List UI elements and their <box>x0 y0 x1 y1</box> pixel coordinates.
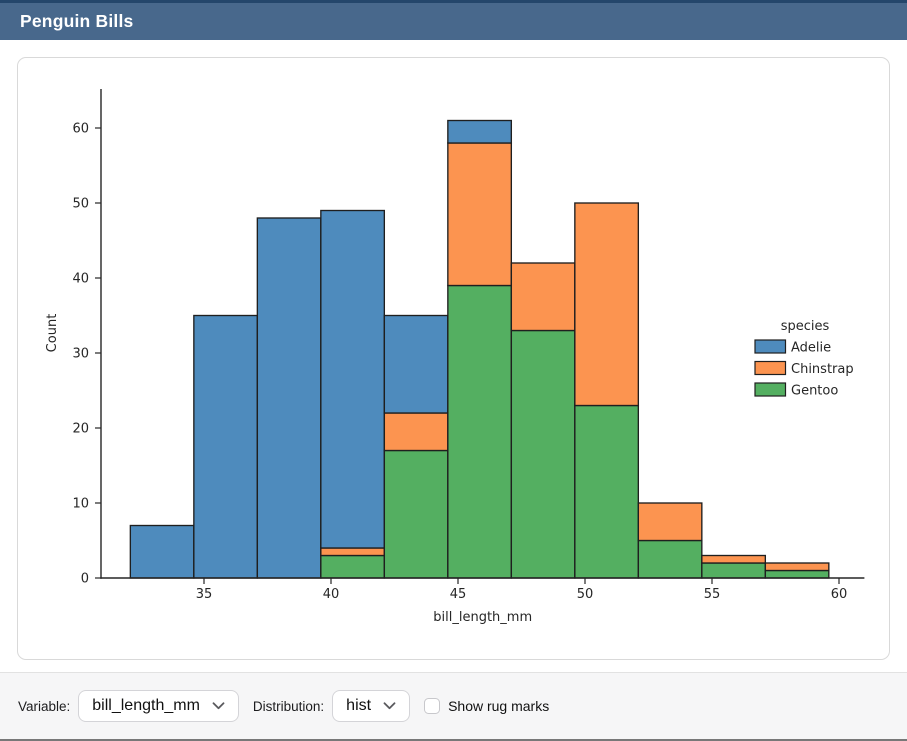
histogram-bar-gentoo <box>383 449 449 579</box>
distribution-select[interactable]: hist <box>332 690 411 722</box>
x-tick-label: 35 <box>196 587 213 602</box>
variable-select[interactable]: bill_length_mm <box>78 690 239 722</box>
legend-label-gentoo: Gentoo <box>791 384 838 399</box>
y-tick-label: 50 <box>72 197 89 212</box>
histogram-bar-adelie <box>447 119 513 144</box>
y-tick-label: 20 <box>72 422 89 437</box>
histogram-bar-chinstrap <box>637 502 703 542</box>
histogram-bar-gentoo <box>574 404 640 579</box>
rug-checkbox[interactable] <box>424 698 441 714</box>
variable-label: Variable: <box>18 698 71 714</box>
rug-checkbox-label[interactable]: Show rug marks <box>448 698 550 714</box>
main-content: 35 40 45 50 55 60 0 10 20 30 40 50 60 bill_length_mm C… <box>0 40 907 672</box>
x-tick-label: 55 <box>704 587 721 602</box>
distribution-label: Distribution: <box>252 698 325 714</box>
histogram-bar-chinstrap <box>701 554 767 564</box>
histogram-bar-gentoo <box>510 329 576 579</box>
histogram-bar-adelie <box>193 314 259 579</box>
chart-card: 35 40 45 50 55 60 0 10 20 30 40 50 60 bill_length_mm C… <box>17 57 890 660</box>
y-tick-label: 60 <box>72 122 89 137</box>
legend-swatch-gentoo <box>754 382 787 397</box>
histogram-bar-adelie <box>320 209 386 549</box>
histogram-bar-chinstrap <box>510 262 576 332</box>
histogram-bar-chinstrap <box>320 547 386 557</box>
app-header: Penguin Bills <box>0 0 907 40</box>
y-tick-label: 30 <box>72 347 89 362</box>
histogram-bar-gentoo <box>701 562 767 579</box>
x-axis-label: bill_length_mm <box>433 610 532 625</box>
y-axis-label: Count <box>45 314 60 353</box>
y-tick-label: 40 <box>72 272 89 287</box>
histogram-bar-chinstrap <box>447 142 513 287</box>
legend-swatch-adelie <box>754 339 787 354</box>
distribution-select-value: hist <box>346 697 372 714</box>
legend-label-adelie: Adelie <box>791 341 831 356</box>
legend-title: species <box>781 319 830 334</box>
x-tick-label: 45 <box>450 587 467 602</box>
chevron-down-icon <box>212 702 225 710</box>
histogram-bar-gentoo <box>447 284 513 579</box>
page-title: Penguin Bills <box>20 11 134 31</box>
x-tick-label: 50 <box>577 587 594 602</box>
histogram-bar-chinstrap <box>383 412 449 452</box>
x-tick-label: 60 <box>831 587 848 602</box>
legend-swatch-chinstrap <box>754 360 787 376</box>
histogram-chart: 35 40 45 50 55 60 0 10 20 30 40 50 60 bill_length_mm C… <box>45 89 865 625</box>
x-tick-label: 40 <box>323 587 340 602</box>
chevron-down-icon <box>383 702 396 710</box>
legend-label-chinstrap: Chinstrap <box>791 362 854 377</box>
histogram-bar-gentoo <box>320 554 386 579</box>
y-tick-label: 0 <box>81 572 89 587</box>
histogram-bar-gentoo <box>637 539 703 579</box>
y-tick-label: 10 <box>72 497 89 512</box>
histogram-bar-gentoo <box>764 569 830 579</box>
control-bar: Variable: bill_length_mm Distribution: h… <box>0 672 907 741</box>
variable-select-value: bill_length_mm <box>92 697 200 714</box>
histogram-bar-adelie <box>383 314 449 414</box>
histogram-bar-chinstrap <box>764 562 830 572</box>
histogram-bar-chinstrap <box>574 202 640 407</box>
histogram-bar-adelie <box>256 217 322 579</box>
histogram-bar-adelie <box>129 524 195 579</box>
